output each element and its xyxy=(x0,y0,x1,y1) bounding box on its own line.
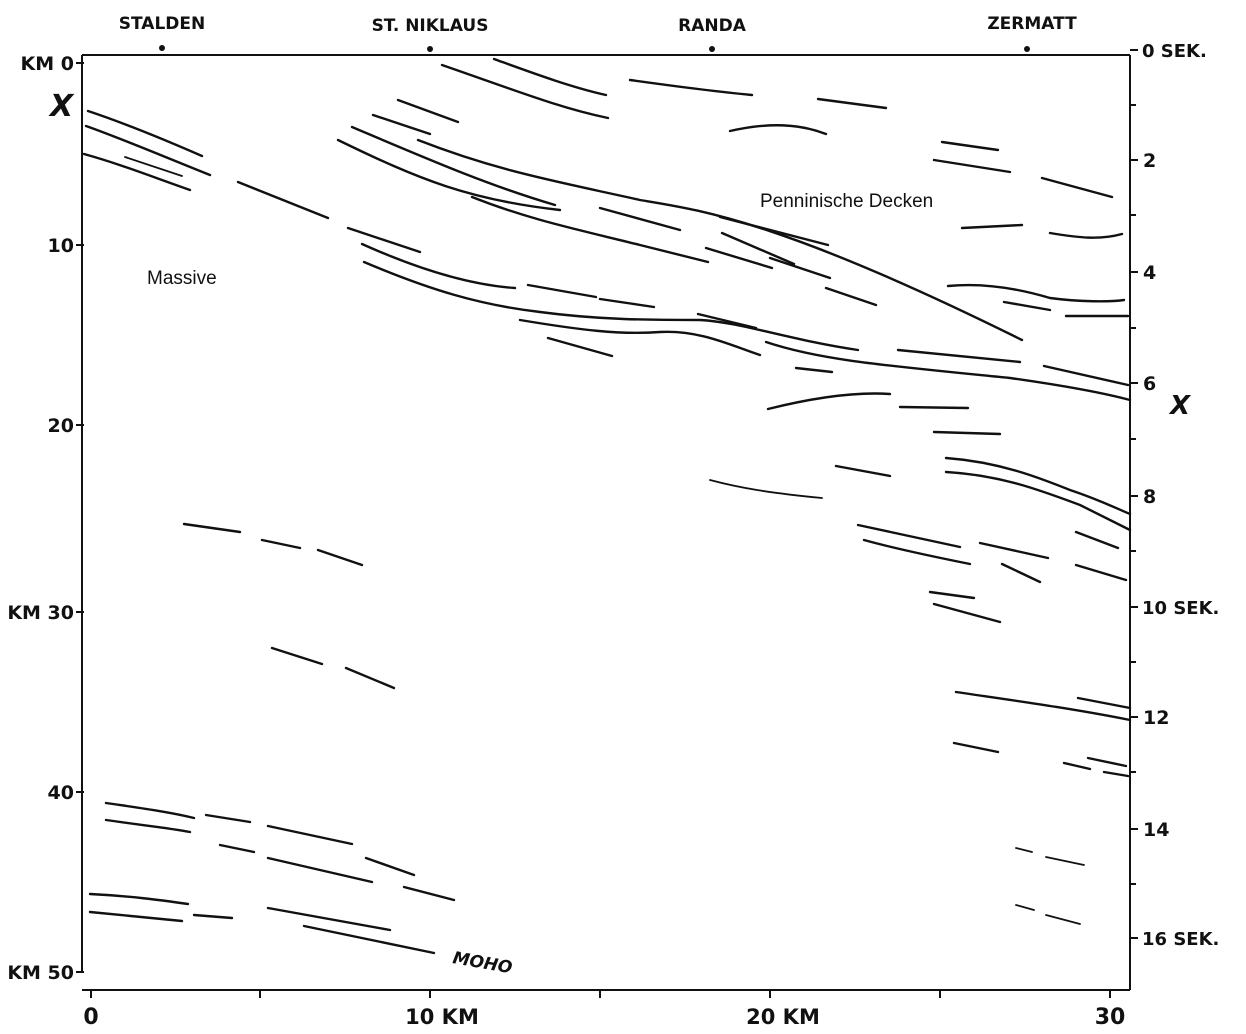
plot-frame xyxy=(81,54,1131,991)
time-tick-0: 0 SEK. xyxy=(1142,41,1207,62)
time-tick-8: 8 xyxy=(1143,486,1156,508)
distance-tick-0: 0 xyxy=(83,1005,98,1030)
label-penninische-decken: Penninische Decken xyxy=(760,191,933,212)
time-axis: 0 SEK. 2 4 6 8 10 SEK. 12 14 16 SEK. xyxy=(1130,41,1219,950)
distance-tick-10: 10 KM xyxy=(405,1005,479,1029)
time-tick-2: 2 xyxy=(1143,150,1156,172)
label-moho: MOHO xyxy=(451,948,514,978)
section-marker-right: X xyxy=(1168,391,1192,421)
reflectors-upper xyxy=(82,57,1132,402)
time-tick-16: 16 SEK. xyxy=(1142,929,1219,950)
town-label-randa: RANDA xyxy=(678,16,747,36)
time-tick-12: 12 xyxy=(1143,707,1169,729)
town-label-stalden: STALDEN xyxy=(119,14,205,34)
depth-tick-20: 20 xyxy=(48,415,74,437)
reflectors-middle xyxy=(182,392,1132,778)
time-tick-14: 14 xyxy=(1143,819,1169,841)
distance-tick-20: 20 KM xyxy=(746,1005,820,1029)
depth-tick-30: KM 30 xyxy=(7,602,74,624)
time-tick-4: 4 xyxy=(1143,262,1156,284)
distance-tick-30: 30 xyxy=(1095,1005,1126,1030)
section-marker-left: X xyxy=(48,89,75,124)
depth-tick-0: KM 0 xyxy=(21,53,74,75)
town-label-zermatt: ZERMATT xyxy=(987,14,1077,34)
time-tick-10: 10 SEK. xyxy=(1142,598,1219,619)
distance-axis: 0 10 KM 20 KM 30 xyxy=(83,990,1125,1030)
depth-tick-50: KM 50 xyxy=(7,962,74,984)
label-massive: Massive xyxy=(147,268,217,289)
depth-tick-40: 40 xyxy=(48,782,74,804)
reflectors-lower xyxy=(88,801,1085,955)
town-label-st-niklaus: ST. NIKLAUS xyxy=(372,16,489,36)
depth-axis: KM 0 10 20 KM 30 40 KM 50 xyxy=(7,53,84,984)
time-tick-6: 6 xyxy=(1143,373,1156,395)
depth-tick-10: 10 xyxy=(48,235,74,257)
town-markers: STALDEN ST. NIKLAUS RANDA ZERMATT xyxy=(119,14,1077,52)
